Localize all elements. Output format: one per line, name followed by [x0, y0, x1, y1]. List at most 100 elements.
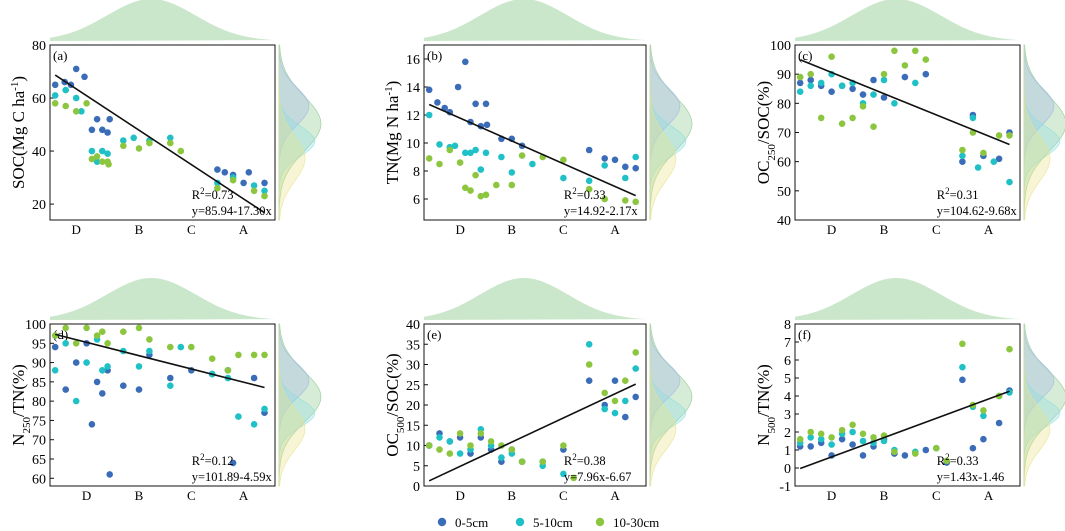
right-density-curve-10-30cm — [278, 324, 306, 487]
regression-line — [428, 103, 637, 197]
plot-frame — [49, 323, 276, 487]
series-5-10cm — [51, 336, 268, 428]
data-point — [482, 191, 490, 199]
data-point — [828, 441, 835, 448]
series-5-10cm — [51, 86, 268, 195]
data-point — [585, 341, 593, 348]
data-point — [78, 108, 85, 115]
data-point — [120, 137, 127, 144]
y-tick-label: 6 — [784, 354, 791, 369]
r-squared-label: R2=0.38 — [564, 452, 606, 468]
x-category-label: D — [455, 222, 464, 237]
x-category-label: B — [507, 222, 516, 237]
data-point — [425, 86, 433, 94]
data-point — [980, 412, 987, 420]
data-point — [632, 153, 639, 161]
series-5-10cm — [425, 111, 639, 185]
y-tick-label: 12 — [406, 109, 420, 124]
data-point — [632, 349, 639, 356]
data-point — [969, 114, 977, 122]
data-point — [245, 169, 253, 176]
data-point — [261, 405, 268, 413]
data-point — [1006, 178, 1013, 186]
data-point — [106, 115, 113, 123]
data-point — [83, 359, 90, 366]
series-0-5cm — [796, 70, 1013, 165]
y-tick-label: 0 — [413, 480, 420, 495]
data-point — [870, 91, 877, 98]
data-point — [880, 437, 888, 445]
top-density-curve — [50, 278, 275, 320]
data-point — [472, 171, 479, 179]
data-point — [177, 147, 185, 155]
data-point — [807, 76, 814, 84]
data-point — [221, 169, 229, 176]
data-point — [482, 100, 490, 108]
y-tick-label: 40 — [777, 214, 791, 229]
y-tick-label: 10 — [406, 440, 420, 455]
data-point — [891, 47, 898, 55]
y-axis-label: OC500/SOC(%) — [383, 353, 407, 456]
data-point — [436, 141, 443, 148]
data-point — [261, 179, 268, 187]
data-point — [425, 155, 433, 162]
data-point — [838, 120, 846, 127]
data-point — [88, 155, 96, 163]
data-point — [995, 419, 1003, 427]
data-point — [105, 161, 112, 168]
data-point — [93, 332, 101, 339]
right-density-curve-all — [1023, 44, 1065, 221]
data-point — [980, 149, 987, 157]
right-density-curve-all — [649, 323, 693, 487]
data-point — [922, 446, 930, 454]
data-point — [922, 70, 930, 78]
y-tick-label: 80 — [777, 97, 791, 112]
series-0-5cm — [425, 58, 639, 172]
data-point — [99, 147, 106, 155]
data-point — [859, 430, 867, 438]
data-point — [611, 156, 619, 164]
data-point — [261, 192, 268, 200]
data-point — [969, 444, 977, 452]
legend-label-0-5cm: 0-5cm — [455, 515, 488, 530]
data-point — [451, 142, 459, 150]
data-point — [622, 397, 629, 405]
data-point — [456, 159, 464, 166]
x-category-label: A — [239, 488, 249, 503]
data-point — [229, 459, 237, 467]
y-tick-label: 1 — [784, 444, 791, 459]
y-tick-label: 75 — [32, 414, 46, 429]
data-point — [436, 434, 443, 441]
y-axis-label: TN(Mg N ha-1) — [383, 81, 402, 185]
data-point — [901, 452, 909, 459]
regression-equation: y=1.43x-1.46 — [937, 470, 1004, 484]
regression-line — [799, 59, 1010, 146]
data-point — [995, 155, 1003, 163]
data-point — [959, 158, 966, 165]
data-point — [980, 435, 987, 443]
y-tick-label: 85 — [32, 376, 46, 391]
data-point — [167, 139, 174, 147]
data-point — [817, 114, 825, 122]
data-point — [1006, 345, 1013, 353]
data-point — [441, 104, 449, 112]
panel-label: (e) — [427, 327, 441, 342]
data-point — [51, 367, 59, 374]
data-point — [560, 174, 567, 182]
data-point — [891, 100, 898, 107]
series-5-10cm — [425, 341, 639, 478]
data-point — [611, 397, 619, 405]
series-10-30cm — [796, 47, 1013, 157]
data-point — [622, 174, 629, 182]
data-point — [434, 99, 441, 106]
x-category-label: B — [135, 488, 144, 503]
data-point — [870, 123, 877, 130]
data-point — [870, 76, 877, 84]
y-tick-label: 0 — [784, 462, 791, 477]
y-tick-label: 20 — [406, 399, 420, 414]
data-point — [959, 146, 966, 154]
regression-equation: y=101.89-4.59x — [192, 470, 273, 484]
y-tick-label: 20 — [32, 198, 46, 213]
data-point — [462, 184, 469, 192]
data-point — [208, 355, 216, 363]
